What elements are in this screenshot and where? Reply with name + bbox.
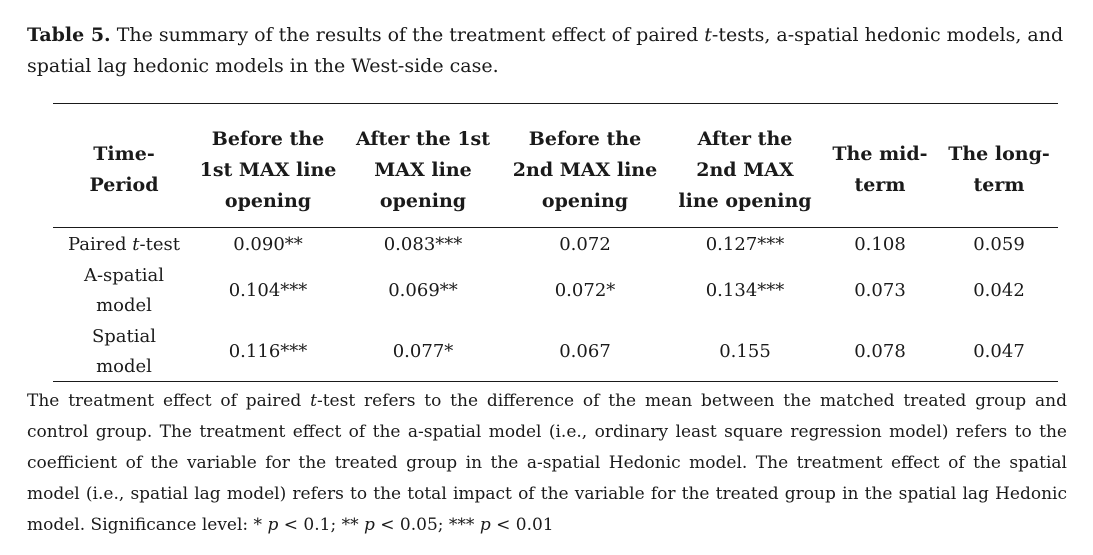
row-label-paired-italic: t — [132, 234, 140, 255]
row-label-paired-b: -test — [139, 234, 180, 255]
table-cell: 0.069** — [388, 280, 458, 301]
table-cell: 0.134*** — [705, 280, 785, 301]
table-cell: 0.059 — [973, 234, 1025, 255]
header-after-2nd-line1: After the — [697, 127, 793, 150]
row-label-spatial-line2: model — [96, 356, 152, 377]
table-cell: 0.077* — [392, 341, 454, 362]
header-long-term-line1: The long- — [948, 143, 1050, 165]
footnote-text-a: The treatment effect of paired — [27, 391, 311, 411]
header-before-1st: Before the 1st MAX line opening — [193, 124, 343, 216]
footnote-lt1: < 0.1; ** — [278, 515, 364, 535]
row-label-spatial-model: Spatial model — [56, 322, 192, 382]
header-before-2nd: Before the 2nd MAX line opening — [505, 124, 665, 216]
table-cell: 0.090** — [233, 234, 303, 255]
table-cell: 0.072 — [559, 234, 611, 255]
header-before-2nd-line3: opening — [541, 189, 629, 212]
header-before-1st-line3: opening — [224, 189, 312, 212]
caption-text-italic: t — [704, 24, 712, 46]
caption-text-a: The summary of the results of the treatm… — [110, 24, 705, 46]
header-before-1st-line1: Before the — [211, 127, 325, 150]
caption-label: Table 5. — [27, 24, 111, 46]
table-cell: 0.116*** — [228, 341, 308, 362]
top-rule — [53, 103, 1058, 104]
header-long-term: The long-term — [940, 124, 1058, 216]
table-cell: 0.073 — [854, 280, 906, 301]
header-after-2nd-line3: line opening — [678, 189, 812, 212]
row-label-paired-t-test: Paired t-test — [56, 230, 192, 260]
header-mid-term: The mid-term — [825, 124, 935, 216]
header-before-2nd-line1: Before the — [528, 127, 642, 150]
header-after-1st-line3: opening — [379, 189, 467, 212]
footnote-lt3: < 0.01 — [490, 515, 554, 535]
table-cell: 0.078 — [854, 341, 906, 362]
footnote-p3: p — [479, 515, 491, 535]
table-footnote: The treatment effect of paired t-test re… — [27, 386, 1067, 541]
table-cell: 0.104*** — [228, 280, 308, 301]
table-cell: 0.067 — [559, 341, 611, 362]
header-after-2nd-line2: 2nd MAX — [696, 158, 794, 181]
header-after-1st-line2: MAX line — [374, 158, 472, 181]
row-label-a-spatial-model: A-spatial model — [56, 261, 192, 321]
footnote-lt2: < 0.05; *** — [374, 515, 480, 535]
table-cell: 0.127*** — [705, 234, 785, 255]
header-after-2nd: After the 2nd MAX line opening — [670, 124, 820, 216]
header-rule — [53, 227, 1058, 228]
header-mid-term-line1: The mid- — [832, 143, 928, 165]
header-before-2nd-line2: 2nd MAX line — [512, 158, 658, 181]
header-time-period: Time- Period — [60, 124, 188, 216]
header-time-period-line1: Time- — [93, 143, 155, 165]
footnote-text-b: -test refers to the difference of the me… — [27, 391, 1067, 535]
header-after-1st-line1: After the 1st — [355, 127, 491, 150]
footnote-italic-t: t — [310, 391, 317, 411]
row-label-a-spatial-line1: A-spatial — [83, 265, 165, 286]
table-cell: 0.155 — [719, 341, 771, 362]
row-label-paired-a: Paired — [68, 234, 133, 255]
header-time-period-line2: Period — [89, 174, 159, 196]
table-caption: Table 5. The summary of the results of t… — [27, 20, 1067, 82]
row-label-spatial-line1: Spatial — [91, 326, 157, 347]
footnote-p2: p — [363, 515, 375, 535]
table-cell: 0.072* — [554, 280, 616, 301]
header-long-term-line2: term — [973, 174, 1025, 196]
footnote-p1: p — [267, 515, 279, 535]
header-after-1st: After the 1st MAX line opening — [348, 124, 498, 216]
header-mid-term-line2: term — [854, 174, 906, 196]
table-cell: 0.083*** — [383, 234, 463, 255]
header-before-1st-line2: 1st MAX line — [199, 158, 337, 181]
row-label-a-spatial-line2: model — [96, 295, 152, 316]
table-cell: 0.108 — [854, 234, 906, 255]
table-cell: 0.047 — [973, 341, 1025, 362]
table-cell: 0.042 — [973, 280, 1025, 301]
bottom-rule — [53, 381, 1058, 382]
caption-text-b: -tests, a-spatial hedonic models, and sp… — [27, 24, 1064, 77]
